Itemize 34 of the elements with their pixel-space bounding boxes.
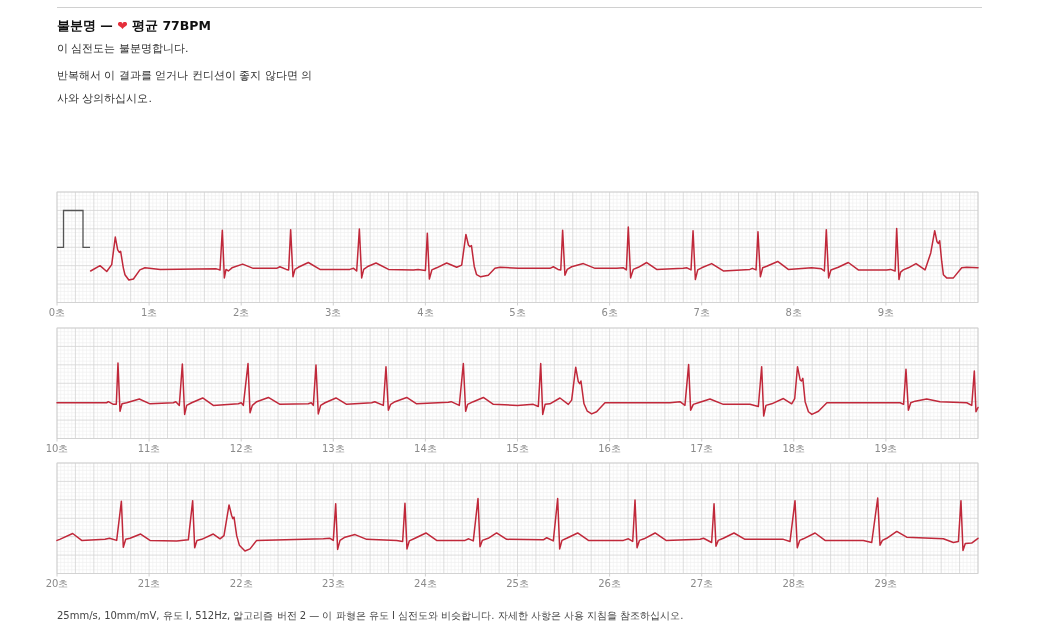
x-tick-label: 18초: [782, 442, 806, 454]
x-tick-label: 15초: [506, 442, 529, 454]
x-tick-label: 23초: [321, 577, 345, 589]
x-tick-label: 27초: [690, 577, 714, 589]
x-tick-label: 13초: [321, 442, 345, 454]
text: 25mm/s, 10mm/mV, 유도 I, 512Hz, 알고리즘 버전 2 — 이 파형은 유도 I 심전도와 비슷합니다. 자세한 사항은 사용 지침을 참조하십시오.: [57, 608, 684, 623]
x-tick-label: 20초: [45, 577, 69, 589]
x-tick-label: 7초: [693, 306, 710, 318]
x-tick-label: 4초: [417, 306, 434, 318]
x-tick-label: 28초: [782, 577, 806, 589]
x-tick-label: 1초: [140, 306, 158, 318]
text: 반복해서 이 결과를 얻거나 컨디션이 좋지 않다면 의사와 상의하십시오.: [57, 68, 314, 107]
x-tick-label: 25초: [506, 577, 529, 589]
x-tick-label: 9초: [877, 306, 895, 318]
x-tick-label: 24초: [414, 577, 437, 589]
chart-subtitle: 이 심전도는 불분명합니다.: [57, 41, 189, 57]
x-tick-label: 19초: [874, 442, 898, 454]
x-tick-label: 26초: [598, 577, 621, 589]
x-tick-label: 12초: [229, 442, 253, 454]
x-tick-label: 16초: [598, 442, 621, 454]
x-tick-label: 2초: [233, 306, 250, 318]
x-tick-label: 17초: [690, 442, 714, 454]
x-tick-label: 0초: [48, 306, 66, 318]
x-tick-label: 10초: [45, 442, 69, 454]
x-tick-label: 29초: [874, 577, 898, 589]
x-tick-label: 5초: [509, 306, 526, 318]
x-tick-label: 8초: [785, 306, 802, 318]
x-tick-label: 11초: [137, 442, 161, 454]
x-tick-label: 21초: [137, 577, 161, 589]
x-tick-label: 6초: [601, 306, 618, 318]
chart-title: 불분명 — ❤ 평균 77BPM: [57, 18, 211, 34]
x-tick-label: 22초: [229, 577, 253, 589]
x-tick-label: 3초: [325, 306, 342, 318]
x-tick-label: 14초: [414, 442, 437, 454]
